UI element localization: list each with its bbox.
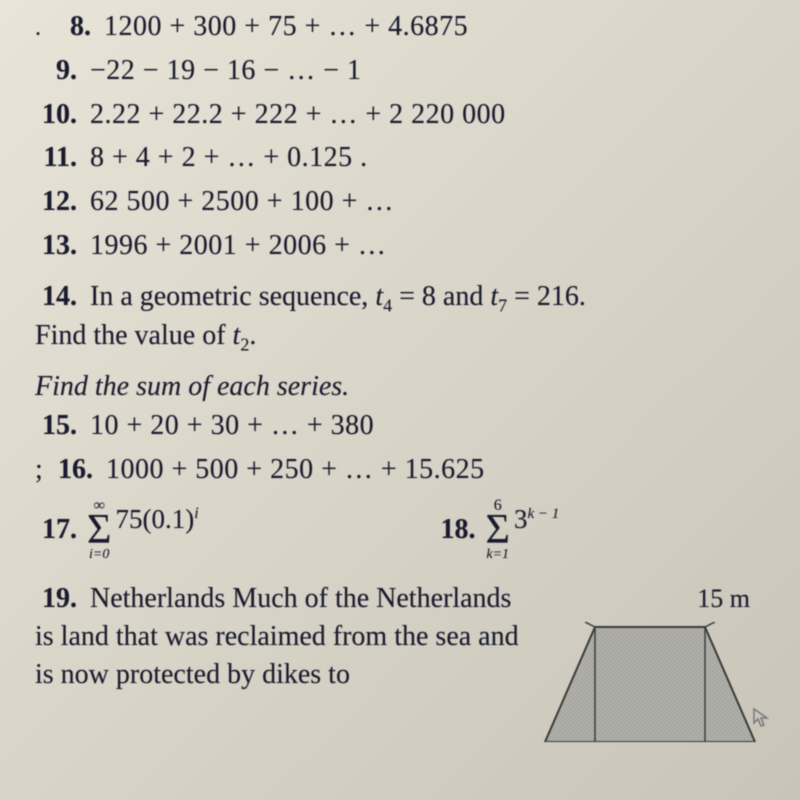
expression: 8 + 4 + 2 + … + 0.125 .	[90, 142, 368, 173]
sigma-icon: Σ	[485, 512, 509, 550]
problem-number: 13.	[35, 227, 77, 265]
word-problem-14: 14. In a geometric sequence, t4 = 8 and …	[35, 279, 780, 357]
sigma-notation: ∞ Σ i=0	[87, 498, 111, 562]
cursor-icon	[752, 707, 770, 735]
topic-label: Netherlands	[90, 583, 225, 614]
problem-number: 14.	[35, 279, 77, 315]
expression: 1200 + 300 + 75 + … + 4.6875	[104, 11, 468, 42]
problem-number: 15.	[35, 407, 77, 445]
expression: 2.22 + 22.2 + 222 + … + 2 220 000	[90, 99, 506, 130]
trapezoid-icon	[540, 622, 760, 742]
figure-dimension: 15 m	[520, 584, 780, 614]
section-header: Find the sum of each series.	[35, 371, 780, 403]
expression: 10 + 20 + 30 + … + 380	[90, 410, 374, 441]
problem-number: 17.	[35, 514, 77, 546]
expression: −22 − 19 − 16 − … − 1	[90, 55, 361, 86]
problem-17: 17. ∞ Σ i=0 75(0.1)i	[35, 498, 433, 562]
expression: 62 500 + 2500 + 100 + …	[90, 186, 394, 217]
problem-number: 11.	[35, 139, 77, 177]
problem-19: 19. Netherlands Much of the Netherlands …	[35, 580, 520, 750]
problem-number: 9.	[35, 52, 77, 90]
sigma-icon: Σ	[87, 512, 111, 550]
problem-number: 18.	[433, 514, 475, 546]
problem-number: 10.	[35, 96, 77, 134]
expression: 1000 + 500 + 250 + … + 15.625	[106, 454, 485, 485]
problem-number: 16.	[51, 451, 93, 489]
sigma-notation: 6 Σ k=1	[485, 498, 509, 562]
problem-number: 12.	[35, 183, 77, 221]
dike-figure: 15 m	[520, 580, 780, 750]
problem-number: 19.	[35, 580, 77, 618]
expression: 1996 + 2001 + 2006 + …	[90, 230, 386, 261]
problem-18: 18. 6 Σ k=1 3k − 1	[433, 498, 780, 562]
problem-number: 8.	[49, 8, 91, 46]
